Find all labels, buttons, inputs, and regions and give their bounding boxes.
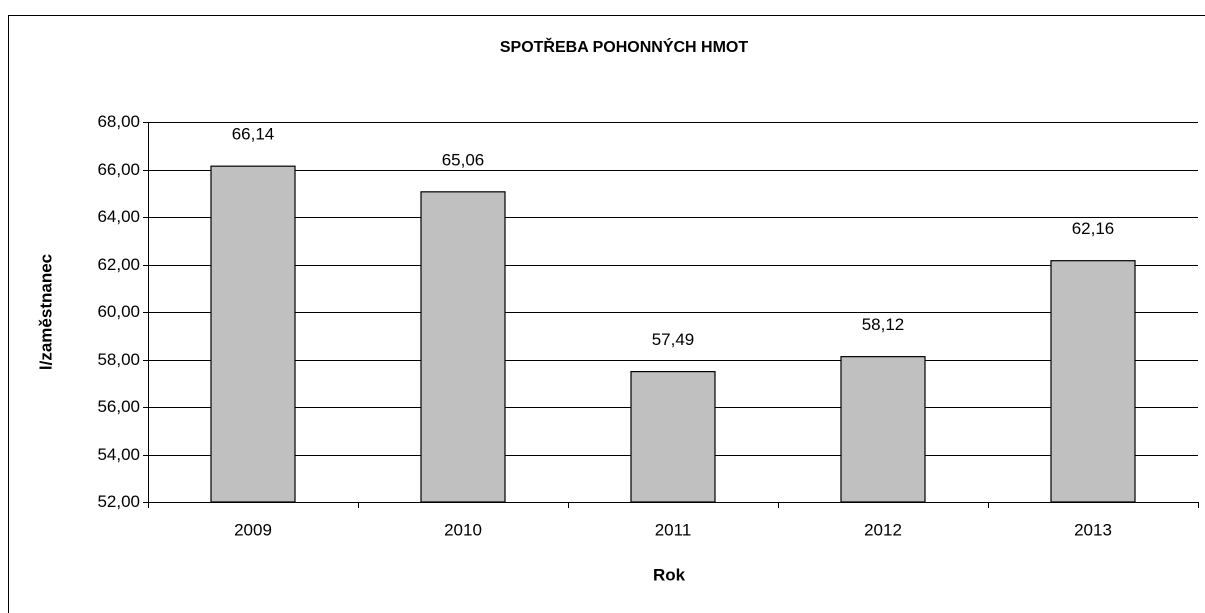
data-label: 65,06	[442, 150, 485, 169]
chart-title: SPOTŘEBA POHONNÝCH HMOT	[500, 37, 749, 56]
y-tick-label: 68,00	[97, 112, 140, 131]
y-tick-label: 62,00	[97, 255, 140, 274]
data-label: 62,16	[1072, 219, 1115, 238]
data-label: 58,12	[862, 315, 905, 334]
bar	[1050, 260, 1136, 503]
bar	[840, 356, 926, 503]
x-tick-label: 2011	[655, 520, 692, 539]
chart-border	[8, 15, 1205, 613]
bar	[630, 371, 716, 503]
y-tick-label: 54,00	[97, 445, 140, 464]
data-label: 57,49	[652, 330, 695, 349]
x-tick-label: 2012	[864, 520, 902, 539]
y-tick-label: 52,00	[97, 492, 140, 511]
y-tick-label: 60,00	[97, 302, 140, 321]
x-axis-label: Rok	[653, 565, 686, 584]
x-tick-label: 2013	[1074, 520, 1112, 539]
y-tick-label: 58,00	[97, 350, 140, 369]
x-tick-label: 2009	[234, 520, 272, 539]
bar	[420, 191, 506, 503]
data-label: 66,14	[232, 125, 275, 144]
bar	[210, 165, 296, 503]
y-tick-label: 64,00	[97, 207, 140, 226]
x-tick-label: 2010	[444, 520, 482, 539]
y-axis-label: l/zaměstnanec	[36, 254, 55, 370]
y-tick-label: 56,00	[97, 397, 140, 416]
y-tick-label: 66,00	[97, 160, 140, 179]
